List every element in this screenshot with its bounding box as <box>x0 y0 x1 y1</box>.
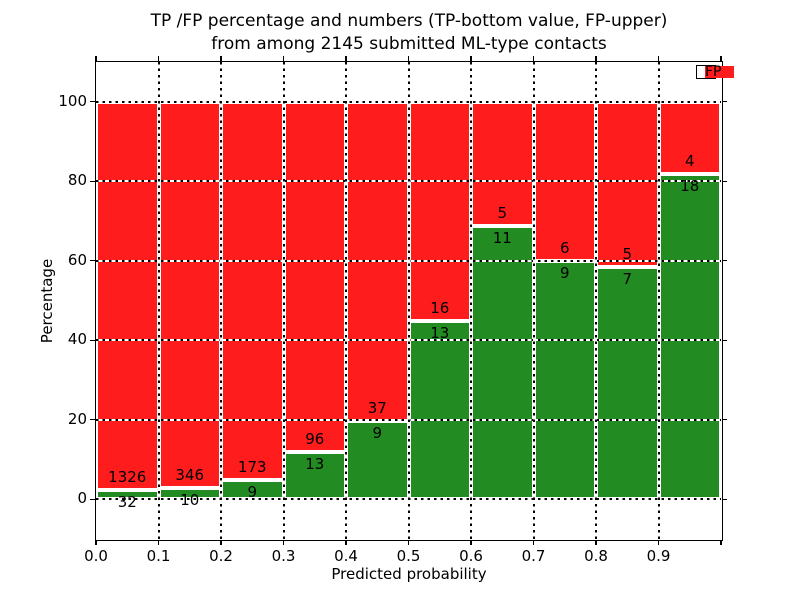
x-tick-mark <box>532 540 535 545</box>
vertical-gridline <box>282 62 285 539</box>
x-tick-mark <box>407 540 410 545</box>
x-tick-mark <box>595 540 597 545</box>
tp-count-label: 9 <box>559 263 570 282</box>
y-tick-mark <box>90 101 95 103</box>
x-tick-mark <box>345 540 347 545</box>
x-tick-mark <box>95 56 97 61</box>
chart-title-line1: TP /FP percentage and numbers (TP-bottom… <box>150 11 668 31</box>
x-tick-mark <box>470 56 472 61</box>
tp-count-label: 7 <box>622 270 633 289</box>
fp-legend-swatch <box>705 66 734 78</box>
fp-count-label: 5 <box>622 245 633 264</box>
y-tick-mark <box>90 498 95 500</box>
x-tick-mark <box>720 540 722 545</box>
fp-bar-segment <box>596 101 659 268</box>
y-tick-label: 100 <box>58 91 87 110</box>
y-tick-label: 0 <box>77 489 87 508</box>
fp-count-label: 16 <box>430 299 450 318</box>
plot-area: TP FP 1326 32 346 10 173 9 96 13 37 9 16 13 5 11 6 9 5 7 4… <box>58 56 734 565</box>
fp-count-label: 346 <box>175 466 205 485</box>
tp-count-label: 9 <box>372 424 383 443</box>
x-tick-mark <box>282 540 285 545</box>
x-tick-label: 0.2 <box>209 547 233 565</box>
x-tick-mark <box>220 540 222 545</box>
y-tick-label: 40 <box>67 330 87 349</box>
fp-count-label: 5 <box>497 203 508 222</box>
x-tick-mark <box>470 540 472 545</box>
tp-count-label: 11 <box>492 228 512 247</box>
fp-count-label: 37 <box>367 399 387 418</box>
tp-count-label: 9 <box>247 482 258 501</box>
vertical-gridline <box>345 62 347 539</box>
y-tick-label: 20 <box>67 409 87 428</box>
vertical-gridline <box>407 62 410 539</box>
vertical-gridline <box>470 62 472 539</box>
tp-bar-segment <box>658 174 721 500</box>
y-tick-mark <box>90 339 95 341</box>
x-tick-label: 0.8 <box>584 547 608 565</box>
vertical-gridline <box>532 62 535 539</box>
chart-title-line2: from among 2145 submitted ML-type contac… <box>211 34 607 54</box>
tp-count-label: 18 <box>680 177 700 196</box>
x-tick-label: 0.3 <box>271 547 296 565</box>
tp-bar-segment <box>408 321 471 500</box>
y-tick-mark <box>722 101 727 103</box>
legend: TP FP <box>696 64 734 80</box>
vertical-gridline <box>595 62 597 539</box>
y-tick-mark <box>90 180 95 182</box>
x-tick-mark <box>157 56 160 61</box>
x-tick-label: 0.7 <box>521 547 546 565</box>
tp-count-label: 10 <box>180 491 200 510</box>
tp-count-label: 32 <box>117 492 137 511</box>
x-tick-mark <box>720 56 722 61</box>
vertical-gridline <box>220 62 222 539</box>
y-tick-mark <box>722 339 727 341</box>
y-tick-mark <box>722 260 727 262</box>
x-tick-mark <box>345 56 347 61</box>
x-tick-mark <box>657 540 660 545</box>
x-tick-mark <box>282 56 285 61</box>
x-tick-mark <box>657 56 660 61</box>
tp-count-label: 13 <box>305 454 325 473</box>
x-tick-label: 0.9 <box>646 547 671 565</box>
fp-count-label: 96 <box>305 429 325 448</box>
x-tick-mark <box>407 56 410 61</box>
fp-bar-segment <box>283 101 346 452</box>
fp-bar-segment <box>408 101 471 322</box>
y-tick-mark <box>722 180 727 182</box>
fp-count-label: 173 <box>237 457 267 476</box>
vertical-gridline <box>657 62 660 539</box>
x-tick-label: 0.6 <box>459 547 483 565</box>
tp-bar-segment <box>596 267 659 500</box>
x-tick-mark <box>95 540 97 545</box>
fp-count-label: 4 <box>684 152 695 171</box>
y-tick-mark <box>722 498 727 500</box>
x-tick-label: 0.4 <box>334 547 358 565</box>
x-axis-label: Predicted probability <box>331 565 487 583</box>
x-tick-mark <box>595 56 597 61</box>
fp-bar-segment <box>158 101 221 489</box>
y-tick-mark <box>90 419 95 421</box>
y-tick-label: 60 <box>67 250 87 269</box>
tp-count-label: 13 <box>430 324 450 343</box>
y-tick-mark <box>90 260 95 262</box>
x-tick-mark <box>532 56 535 61</box>
fp-legend-label: FP <box>705 64 722 80</box>
y-tick-mark <box>722 419 727 421</box>
fp-count-label: 6 <box>559 238 570 257</box>
chart-title: TP /FP percentage and numbers (TP-bottom… <box>95 10 723 56</box>
tp-bar-segment <box>471 225 534 500</box>
vertical-gridline <box>157 62 160 539</box>
x-tick-mark <box>220 56 222 61</box>
fp-count-label: 1326 <box>108 467 147 486</box>
fp-bar-segment <box>96 101 159 490</box>
tp-bar-segment <box>533 260 596 500</box>
x-tick-label: 0.5 <box>396 547 421 565</box>
x-tick-mark <box>157 540 160 545</box>
y-tick-label: 80 <box>67 171 87 190</box>
fp-bar-segment <box>221 101 284 480</box>
x-tick-label: 0.0 <box>84 547 108 565</box>
x-tick-label: 0.1 <box>146 547 171 565</box>
